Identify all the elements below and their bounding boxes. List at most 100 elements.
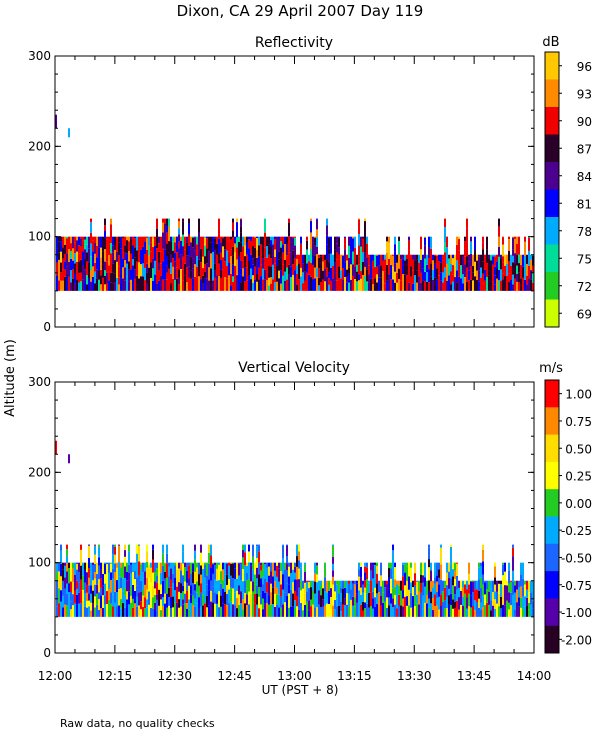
data-cell bbox=[260, 587, 262, 594]
data-cell bbox=[338, 254, 340, 267]
data-cell bbox=[68, 603, 70, 617]
data-cell bbox=[90, 593, 92, 603]
data-cell bbox=[332, 605, 334, 617]
data-cell bbox=[484, 580, 486, 583]
data-cell bbox=[238, 604, 240, 617]
data-cell bbox=[396, 584, 398, 595]
data-cell bbox=[88, 600, 90, 607]
data-cell bbox=[80, 590, 82, 604]
data-cell bbox=[374, 607, 376, 617]
data-cell bbox=[482, 283, 484, 291]
data-cell bbox=[178, 248, 180, 259]
data-cell bbox=[150, 582, 152, 597]
data-cell bbox=[326, 259, 328, 268]
data-cell bbox=[92, 590, 94, 604]
data-cell bbox=[146, 544, 148, 552]
data-cell bbox=[292, 264, 294, 275]
data-cell bbox=[122, 248, 124, 259]
data-cell bbox=[388, 236, 390, 243]
data-cell bbox=[264, 578, 266, 593]
data-cell bbox=[414, 595, 416, 607]
data-cell bbox=[80, 281, 82, 291]
data-cell bbox=[412, 596, 414, 608]
data-cell bbox=[200, 236, 202, 249]
data-cell bbox=[478, 281, 480, 291]
data-cell bbox=[424, 280, 426, 291]
data-cell bbox=[328, 284, 330, 291]
data-cell bbox=[142, 246, 144, 264]
data-cell bbox=[104, 218, 106, 226]
data-cell bbox=[172, 607, 174, 617]
data-cell bbox=[358, 264, 360, 275]
data-cell bbox=[178, 607, 180, 617]
data-cell bbox=[256, 544, 258, 547]
data-cell bbox=[234, 579, 236, 593]
data-cell bbox=[262, 590, 264, 599]
data-cell bbox=[394, 567, 396, 580]
data-cell bbox=[412, 607, 414, 617]
data-cell bbox=[442, 260, 444, 273]
data-cell bbox=[500, 269, 502, 281]
data-cell bbox=[480, 588, 482, 597]
data-cell bbox=[120, 278, 122, 291]
data-cell bbox=[100, 247, 102, 258]
data-cell bbox=[484, 280, 486, 291]
data-cell bbox=[330, 580, 332, 582]
data-cell bbox=[288, 593, 290, 608]
data-cell bbox=[204, 236, 206, 246]
data-cell bbox=[90, 562, 92, 574]
data-cell bbox=[334, 236, 336, 250]
data-cell bbox=[462, 596, 464, 606]
colorbar-unit-vertical-velocity: m/s bbox=[539, 361, 563, 376]
data-cell bbox=[450, 263, 452, 272]
data-cell bbox=[70, 282, 72, 291]
data-cell bbox=[96, 269, 98, 279]
data-cell bbox=[258, 544, 260, 546]
data-cell bbox=[516, 254, 518, 266]
data-cell bbox=[230, 601, 232, 617]
data-cell bbox=[230, 256, 232, 262]
data-cell bbox=[244, 580, 246, 593]
data-cell bbox=[392, 544, 394, 551]
data-cell bbox=[472, 580, 474, 593]
data-cell bbox=[260, 236, 262, 245]
data-cell bbox=[492, 256, 494, 265]
data-cell bbox=[524, 584, 526, 597]
data-cell bbox=[278, 251, 280, 260]
data-cell bbox=[496, 591, 498, 604]
data-cell bbox=[436, 268, 438, 280]
data-cell bbox=[56, 248, 58, 263]
data-cell bbox=[490, 588, 492, 601]
data-cell bbox=[312, 236, 314, 243]
data-cell bbox=[268, 595, 270, 605]
data-cell bbox=[508, 236, 510, 240]
data-cell bbox=[120, 248, 122, 265]
data-cell bbox=[160, 599, 162, 611]
data-cell bbox=[342, 254, 344, 256]
data-cell bbox=[322, 599, 324, 607]
data-cell bbox=[262, 576, 264, 585]
data-cell bbox=[260, 264, 262, 277]
data-cell bbox=[204, 562, 206, 565]
data-cell bbox=[362, 236, 364, 239]
data-cell bbox=[402, 258, 404, 275]
data-cell bbox=[194, 571, 196, 585]
data-cell bbox=[200, 606, 202, 617]
data-cell bbox=[254, 279, 256, 291]
data-cell bbox=[178, 228, 180, 235]
data-cell bbox=[440, 254, 442, 263]
data-cell bbox=[532, 254, 534, 266]
data-cell bbox=[172, 266, 174, 279]
data-cell bbox=[336, 243, 338, 252]
data-cell bbox=[114, 260, 116, 274]
data-cell bbox=[328, 262, 330, 273]
data-cell bbox=[204, 603, 206, 617]
data-cell bbox=[120, 236, 122, 238]
data-cell bbox=[134, 571, 136, 580]
data-cell bbox=[390, 265, 392, 280]
data-cell bbox=[296, 606, 298, 617]
data-cell bbox=[154, 245, 156, 261]
data-cell bbox=[68, 276, 70, 291]
data-cell bbox=[100, 569, 102, 579]
